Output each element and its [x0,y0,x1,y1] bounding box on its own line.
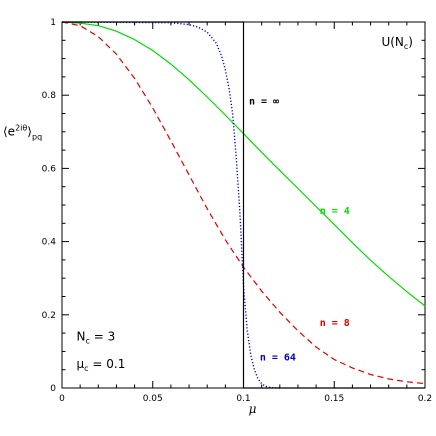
group-label-sub: c [404,42,408,51]
series-labels: n = 4 n = 8 n = 64 n = ∞ [249,96,350,363]
muc-label-value: = 0.1 [89,357,126,371]
y-tick-label: 0.6 [42,164,57,174]
series-label-2: n = 64 [260,353,296,364]
x-tick-label: 0.05 [143,394,163,404]
nc-label-sub: c [86,336,90,345]
y-tick-label: 0.2 [42,311,56,321]
y-axis-label-sup: 2iθ [15,123,27,132]
muc-label-sub: c [84,364,88,373]
group-label-prefix: U(N [381,35,403,49]
x-tick-label: 0.2 [418,394,432,404]
group-label-suffix: ) [408,35,413,49]
y-axis-label: ⟨e2iθ⟩pq [3,123,42,141]
x-axis-label: μ [249,402,257,416]
series-line-3 [62,21,425,389]
x-tick-label: 0 [59,394,65,404]
y-tick-label: 0 [50,384,56,394]
series-label-0: n = 4 [320,206,350,217]
y-axis-label-sub: pq [32,132,42,141]
nc-label-value: = 3 [90,329,115,343]
y-tick-label: 1 [50,18,56,28]
x-tick-label: 0.15 [324,394,344,404]
group-label: U(Nc) [381,35,413,51]
series-label-1: n = 8 [320,318,350,329]
muc-label-main: μ [77,357,85,371]
y-axis-label-main: ⟨e [3,124,15,138]
series-group [61,21,426,389]
y-tick-label: 0.4 [42,238,57,248]
x-tick-label: 0.1 [236,394,250,404]
muc-label: μc = 0.1 [77,357,126,373]
series-label-3: n = ∞ [249,96,279,107]
tick-labels: 0 0.05 0.1 0.15 0.2 0 0.2 0.4 0.6 0.8 1 [42,18,432,404]
y-axis-label-close: ⟩ [27,124,32,138]
nc-label-main: N [77,329,86,343]
y-tick-label: 0.8 [42,91,57,101]
nc-label: Nc = 3 [77,329,116,345]
